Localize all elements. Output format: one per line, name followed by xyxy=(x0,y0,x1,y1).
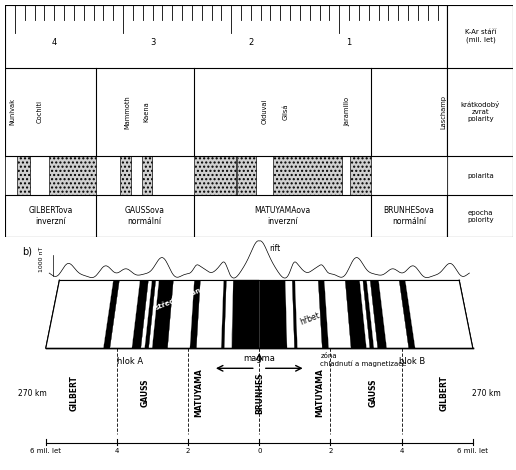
Text: 0: 0 xyxy=(257,448,262,454)
Polygon shape xyxy=(190,280,200,348)
Text: Kaena: Kaena xyxy=(143,102,150,122)
Polygon shape xyxy=(399,280,415,348)
Text: blok B: blok B xyxy=(399,357,425,366)
Polygon shape xyxy=(370,280,386,348)
Bar xyxy=(95,156,120,196)
Bar xyxy=(273,156,342,196)
Polygon shape xyxy=(46,280,114,348)
Text: Laschamp: Laschamp xyxy=(441,95,446,129)
Text: 270 km: 270 km xyxy=(472,389,501,398)
Text: 4: 4 xyxy=(52,38,57,47)
Text: polarita: polarita xyxy=(467,172,494,179)
Polygon shape xyxy=(152,280,173,348)
Text: 3: 3 xyxy=(150,38,155,47)
Text: GILBERTova
inverzní: GILBERTova inverzní xyxy=(28,206,73,227)
Text: Mammoth: Mammoth xyxy=(124,95,130,129)
Text: MATUYAMAova
inverzní: MATUYAMAova inverzní xyxy=(254,206,311,227)
Polygon shape xyxy=(168,280,195,348)
Polygon shape xyxy=(366,280,378,348)
Bar xyxy=(30,156,50,196)
Polygon shape xyxy=(295,280,322,348)
Text: zóna
chladnutí a magnetizace: zóna chladnutí a magnetizace xyxy=(320,352,407,367)
Polygon shape xyxy=(110,280,140,348)
Polygon shape xyxy=(224,280,233,348)
Text: 2: 2 xyxy=(186,448,190,454)
Text: Jaramillo: Jaramillo xyxy=(344,97,350,126)
Text: 1000 nT: 1000 nT xyxy=(39,246,44,272)
Text: MATUYAMA: MATUYAMA xyxy=(195,369,203,417)
Text: b): b) xyxy=(22,246,32,257)
Text: hlok A: hlok A xyxy=(118,357,143,366)
Bar xyxy=(120,156,131,196)
Text: BRUNHES: BRUNHES xyxy=(255,372,264,414)
Polygon shape xyxy=(318,280,329,348)
Bar xyxy=(236,156,237,196)
Text: K-Ar stáří
(mil. let): K-Ar stáří (mil. let) xyxy=(464,29,496,43)
Polygon shape xyxy=(103,280,119,348)
Text: krátkodobý
zvrat
polarity: krátkodobý zvrat polarity xyxy=(461,101,500,122)
Polygon shape xyxy=(141,280,152,348)
Bar xyxy=(17,156,30,196)
Bar xyxy=(342,156,350,196)
Bar xyxy=(142,156,152,196)
Text: Cochiti: Cochiti xyxy=(37,100,42,123)
Text: hřbet: hřbet xyxy=(299,311,321,327)
Text: Olduvai: Olduvai xyxy=(262,99,268,125)
Polygon shape xyxy=(149,280,159,348)
Text: GAUSS: GAUSS xyxy=(141,379,150,407)
Text: epocha
polority: epocha polority xyxy=(467,210,494,223)
Text: 6 mil. let: 6 mil. let xyxy=(30,448,61,454)
Polygon shape xyxy=(46,280,473,348)
Bar xyxy=(370,156,447,196)
Bar xyxy=(50,156,95,196)
Bar xyxy=(256,156,273,196)
Polygon shape xyxy=(144,280,156,348)
Polygon shape xyxy=(221,280,227,348)
Bar xyxy=(5,5,447,237)
Polygon shape xyxy=(324,280,351,348)
Text: 2: 2 xyxy=(328,448,333,454)
Polygon shape xyxy=(285,280,295,348)
Bar xyxy=(350,156,370,196)
Bar xyxy=(447,5,513,237)
Polygon shape xyxy=(132,280,148,348)
Text: Gilsá: Gilsá xyxy=(282,103,288,120)
Polygon shape xyxy=(363,280,374,348)
Text: 270 km: 270 km xyxy=(18,389,46,398)
Polygon shape xyxy=(259,280,287,348)
Bar xyxy=(152,156,194,196)
Text: 4: 4 xyxy=(399,448,404,454)
Text: středooceánský: středooceánský xyxy=(154,281,215,311)
Bar xyxy=(194,156,236,196)
Polygon shape xyxy=(360,280,370,348)
Text: rift: rift xyxy=(269,244,281,253)
Text: GAUSSova
normální: GAUSSova normální xyxy=(125,206,165,227)
Bar xyxy=(131,156,142,196)
Text: 6 mil. let: 6 mil. let xyxy=(457,448,488,454)
Text: GAUSS: GAUSS xyxy=(368,379,378,407)
Text: 2: 2 xyxy=(248,38,253,47)
Text: 4: 4 xyxy=(115,448,119,454)
Text: MATUYAMA: MATUYAMA xyxy=(315,369,324,417)
Text: BRUNHESova
normální: BRUNHESova normální xyxy=(383,206,434,227)
Text: Nunivak: Nunivak xyxy=(9,98,15,125)
Polygon shape xyxy=(292,280,297,348)
Text: GILBERT: GILBERT xyxy=(70,375,79,411)
Polygon shape xyxy=(232,280,259,348)
Text: GILBERT: GILBERT xyxy=(440,375,449,411)
Bar xyxy=(5,156,17,196)
Polygon shape xyxy=(345,280,366,348)
Polygon shape xyxy=(405,280,473,348)
Polygon shape xyxy=(379,280,409,348)
Text: 1: 1 xyxy=(346,38,352,47)
Bar xyxy=(237,156,256,196)
Text: magma: magma xyxy=(244,353,275,363)
Polygon shape xyxy=(196,280,223,348)
